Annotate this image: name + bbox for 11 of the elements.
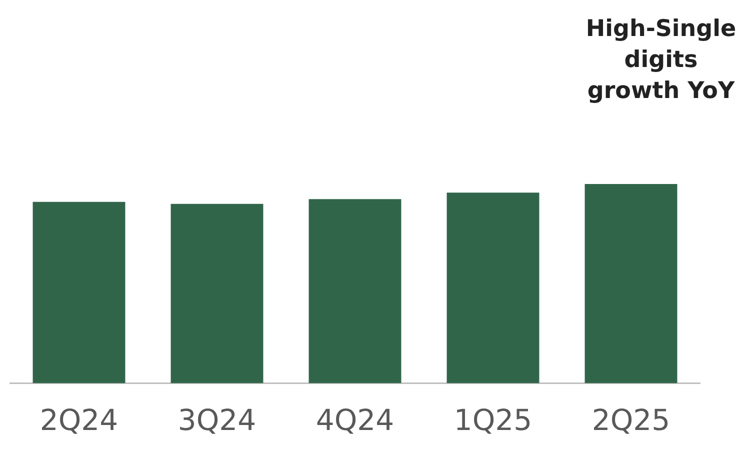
bar bbox=[584, 184, 678, 384]
bar bbox=[446, 192, 540, 384]
bar bbox=[170, 204, 264, 384]
x-tick-label: 4Q24 bbox=[316, 403, 394, 438]
bar bbox=[32, 202, 126, 384]
bar bbox=[308, 199, 402, 384]
x-tick-label: 2Q24 bbox=[40, 403, 118, 438]
x-tick-label: 3Q24 bbox=[178, 403, 256, 438]
x-tick-label: 1Q25 bbox=[454, 403, 532, 438]
x-tick-label: 2Q25 bbox=[592, 403, 670, 438]
text: High-Single digits growth YoY bbox=[584, 15, 738, 106]
